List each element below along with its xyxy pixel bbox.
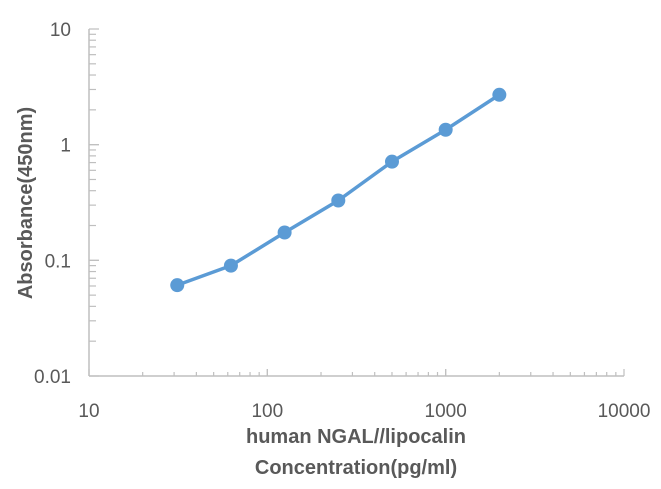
x-axis-title-line1: human NGAL//lipocalin	[246, 426, 466, 448]
y-tick-label: 1	[60, 136, 71, 157]
y-tick-label: 0.1	[45, 251, 71, 272]
y-axis-title: Absorbance(450nm)	[15, 107, 37, 299]
x-tick-label: 1000	[425, 401, 467, 422]
x-tick-label: 10	[78, 401, 99, 422]
x-axis-title-line2: Concentration(pg/ml)	[255, 457, 457, 479]
data-point-marker	[223, 258, 238, 273]
data-point-marker	[438, 122, 453, 137]
data-point-marker	[331, 193, 346, 208]
x-tick-label: 100	[251, 401, 283, 422]
data-point-marker	[277, 225, 292, 240]
y-tick-label: 10	[50, 20, 71, 41]
data-point-marker	[170, 278, 185, 293]
tick-labels: 10 100 1000 10000 0.01 0.1 1 10	[34, 20, 650, 422]
x-tick-label: 10000	[598, 401, 651, 422]
data-series	[170, 87, 507, 293]
series-line	[176, 93, 501, 287]
y-tick-label: 0.01	[34, 367, 71, 388]
data-point-marker	[384, 154, 399, 169]
axes	[88, 28, 625, 377]
data-point-marker	[492, 87, 507, 102]
